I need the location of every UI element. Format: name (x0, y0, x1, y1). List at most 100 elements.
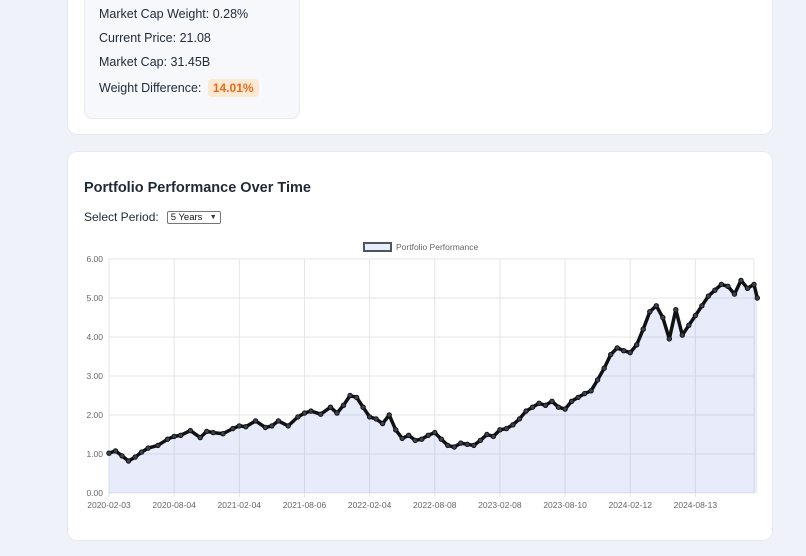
data-point (699, 303, 705, 309)
chevron-down-icon: ▼ (209, 213, 217, 221)
legend-label: Portfolio Performance (396, 242, 478, 252)
current-price: Current Price: 21.08 (99, 31, 211, 45)
data-point (549, 398, 555, 405)
data-point (640, 326, 646, 332)
data-point (601, 365, 607, 371)
data-point (464, 441, 470, 447)
performance-chart: 0.00 1.00 2.00 3.00 4.00 5.00 6.00 2020-02-03 20… (86, 242, 760, 510)
data-point (243, 424, 249, 430)
data-point (653, 303, 659, 309)
data-point (503, 425, 510, 432)
y-tick-label: 5.00 (86, 293, 103, 303)
data-point (125, 458, 132, 464)
x-tick-label: 2024-08-13 (674, 500, 718, 510)
market-cap: Market Cap: 31.45B (99, 55, 211, 69)
data-point (318, 411, 324, 417)
data-point (138, 449, 145, 455)
data-point (340, 402, 347, 409)
data-point (594, 377, 601, 383)
data-point (393, 427, 399, 433)
data-point (360, 404, 366, 410)
data-point (379, 420, 386, 427)
data-point (275, 418, 282, 424)
data-point (588, 388, 594, 394)
x-tick-label: 2023-02-08 (478, 500, 522, 510)
data-point (679, 332, 685, 338)
data-point (581, 390, 588, 397)
data-point (432, 429, 438, 436)
data-point (666, 336, 672, 342)
y-tick-label: 3.00 (86, 371, 103, 381)
data-point (236, 423, 243, 429)
data-point (155, 442, 161, 449)
data-point (353, 394, 360, 401)
data-point (373, 416, 379, 422)
data-point (660, 314, 666, 321)
data-point (614, 345, 620, 351)
series-area (109, 280, 758, 493)
data-point (164, 436, 171, 442)
y-tick-label: 0.00 (86, 488, 103, 498)
x-tick-label: 2022-08-08 (413, 500, 457, 510)
stock-stats-box: Market Cap Weight: 0.28% Current Price: … (84, 0, 300, 119)
data-point (262, 424, 269, 431)
weight-difference-badge: 14.01% (207, 79, 259, 97)
data-point (187, 427, 194, 434)
performance-card: Portfolio Performance Over Time Select P… (67, 151, 773, 541)
x-tick-label: 2022-02-04 (348, 500, 392, 510)
data-point (738, 277, 744, 284)
data-point (419, 436, 425, 442)
data-point (106, 450, 112, 456)
data-point (301, 410, 308, 416)
data-point (568, 398, 575, 405)
data-point (230, 425, 236, 432)
data-point (347, 392, 353, 399)
data-point (399, 435, 405, 442)
x-tick-label: 2020-02-03 (87, 500, 131, 510)
data-point (197, 434, 203, 441)
data-point (497, 427, 503, 433)
period-selected-value: 5 Years (170, 211, 203, 223)
data-point (490, 433, 497, 440)
period-select[interactable]: 5 Years ▼ (166, 210, 221, 224)
data-point (252, 418, 259, 424)
data-point (608, 351, 614, 358)
data-point (425, 432, 431, 438)
data-point (295, 414, 301, 420)
data-point (542, 402, 549, 409)
y-tick-label: 4.00 (86, 332, 103, 342)
legend-swatch (363, 242, 392, 252)
period-label: Select Period: (84, 210, 159, 224)
data-point (204, 428, 210, 435)
data-point (686, 322, 692, 329)
data-point (438, 436, 444, 442)
data-point (171, 433, 177, 440)
performance-title: Portfolio Performance Over Time (84, 180, 311, 196)
data-point (132, 454, 138, 460)
data-point (621, 348, 627, 354)
data-point (754, 295, 760, 301)
weight-difference-label: Weight Difference: (99, 81, 202, 95)
weight-difference: Weight Difference: 14.01% (99, 79, 259, 97)
data-point (471, 442, 477, 449)
data-point (575, 394, 581, 401)
x-tick-label: 2024-02-12 (608, 500, 652, 510)
data-point (412, 437, 418, 444)
data-point (516, 416, 523, 422)
x-tick-label: 2021-02-04 (218, 500, 262, 510)
data-point (712, 287, 718, 293)
data-point (523, 408, 529, 414)
x-tick-label: 2020-08-04 (152, 500, 196, 510)
data-point (673, 307, 679, 313)
data-point (327, 404, 334, 410)
data-point (705, 293, 712, 299)
data-point (334, 410, 340, 416)
data-point (731, 291, 738, 297)
y-tick-label: 1.00 (86, 449, 103, 459)
data-point (308, 408, 314, 414)
data-point (627, 349, 633, 356)
data-point (220, 431, 226, 437)
data-point (751, 281, 757, 288)
x-tick-label: 2023-08-10 (543, 500, 587, 510)
data-point (562, 406, 568, 412)
